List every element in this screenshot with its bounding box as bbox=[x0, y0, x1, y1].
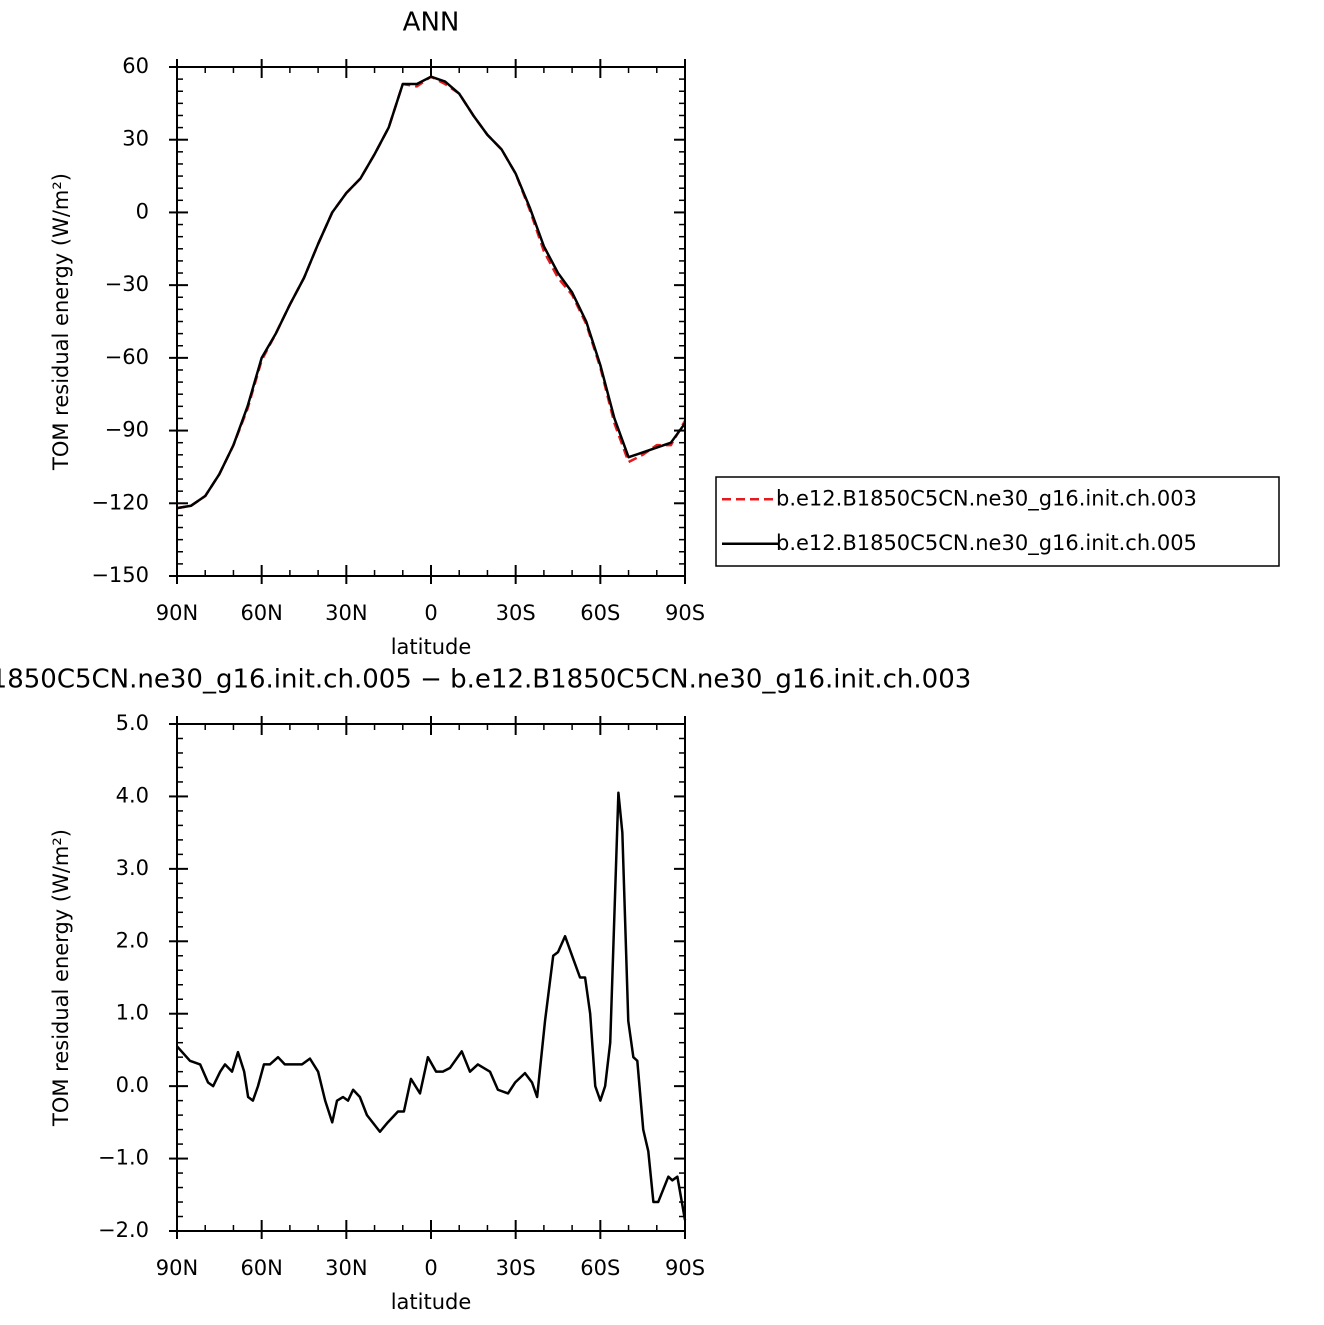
y-tick-label: −2.0 bbox=[98, 1218, 149, 1242]
legend-label: b.e12.B1850C5CN.ne30_g16.init.ch.005 bbox=[776, 531, 1197, 556]
x-tick-label: 90S bbox=[665, 601, 705, 625]
x-tick-label: 30S bbox=[496, 1256, 536, 1280]
x-tick-label: 0 bbox=[424, 601, 437, 625]
plot-frame bbox=[176, 66, 686, 577]
data-line bbox=[176, 75, 687, 510]
data-line bbox=[176, 75, 687, 510]
x-tick-label: 30N bbox=[325, 1256, 367, 1280]
y-axis-label: TOM residual energy (W/m²) bbox=[49, 173, 73, 471]
x-tick-label: 30N bbox=[325, 601, 367, 625]
y-tick-label: 2.0 bbox=[116, 928, 149, 952]
chart-title: ANN bbox=[403, 8, 460, 38]
x-tick-label: 90N bbox=[156, 601, 198, 625]
y-axis-label: TOM residual energy (W/m²) bbox=[49, 829, 73, 1127]
y-tick-label: 1.0 bbox=[116, 1001, 149, 1025]
y-tick-label: −30 bbox=[105, 272, 149, 296]
x-axis-label: latitude bbox=[391, 1290, 472, 1314]
y-tick-label: 5.0 bbox=[116, 711, 149, 735]
y-tick-label: −60 bbox=[105, 345, 149, 369]
y-tick-label: 0 bbox=[136, 199, 149, 223]
y-tick-label: 60 bbox=[122, 54, 149, 78]
x-tick-label: 60N bbox=[240, 1256, 282, 1280]
y-tick-label: 4.0 bbox=[116, 783, 149, 807]
x-tick-label: 0 bbox=[424, 1256, 437, 1280]
y-tick-label: −90 bbox=[105, 418, 149, 442]
chart-title: b.e12.B1850C5CN.ne30_g16.init.ch.005 − b… bbox=[0, 665, 971, 695]
legend-label: b.e12.B1850C5CN.ne30_g16.init.ch.003 bbox=[776, 486, 1197, 511]
x-tick-label: 90N bbox=[156, 1256, 198, 1280]
y-tick-label: 30 bbox=[122, 127, 149, 151]
data-line bbox=[176, 791, 687, 1221]
x-axis-label: latitude bbox=[391, 635, 472, 659]
y-tick-label: 0.0 bbox=[116, 1073, 149, 1097]
y-tick-label: −1.0 bbox=[98, 1146, 149, 1170]
legend: b.e12.B1850C5CN.ne30_g16.init.ch.003 b.e1… bbox=[715, 476, 1280, 567]
y-tick-label: −120 bbox=[91, 490, 149, 514]
x-tick-label: 60N bbox=[240, 601, 282, 625]
x-tick-label: 60S bbox=[580, 1256, 620, 1280]
y-tick-label: 3.0 bbox=[116, 856, 149, 880]
x-tick-label: 60S bbox=[580, 601, 620, 625]
x-tick-label: 90S bbox=[665, 1256, 705, 1280]
legend-box bbox=[715, 476, 1280, 567]
x-tick-label: 30S bbox=[496, 601, 536, 625]
plot-frame bbox=[176, 723, 686, 1232]
y-tick-label: −150 bbox=[91, 563, 149, 587]
